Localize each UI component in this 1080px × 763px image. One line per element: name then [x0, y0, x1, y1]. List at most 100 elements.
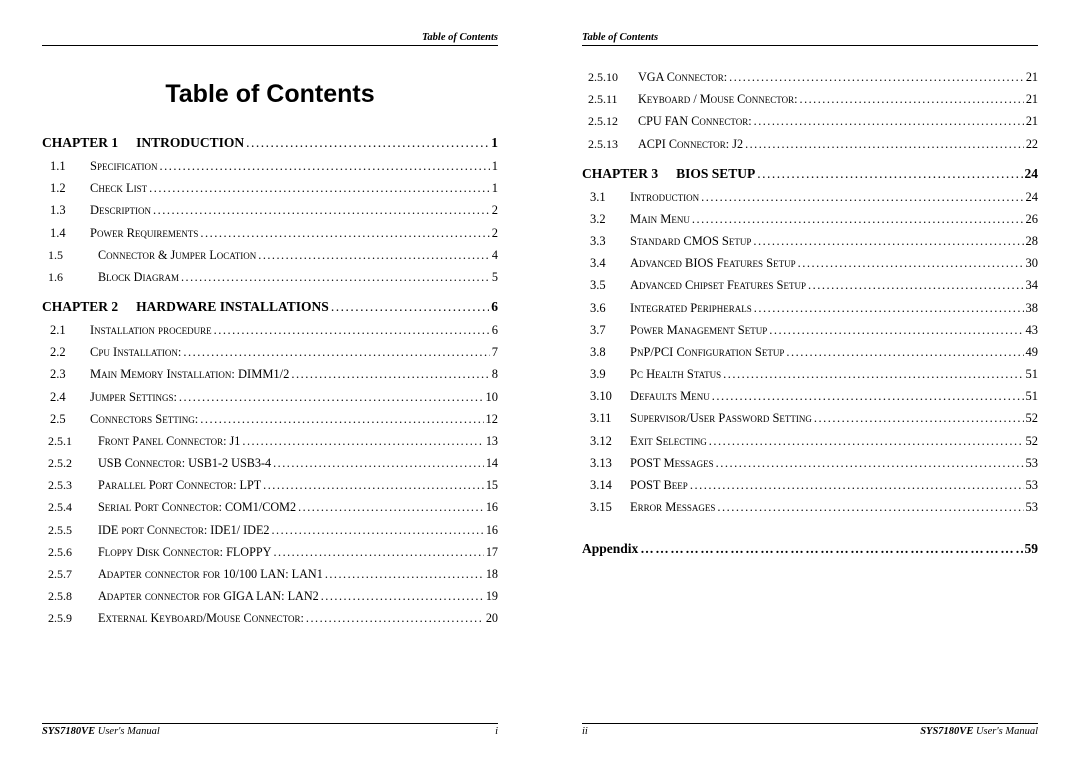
toc-entry-title: Parallel Port Connector: LPT [98, 478, 261, 493]
toc-entry-page: 34 [1026, 278, 1039, 293]
chapter-label: CHAPTER 2 [42, 299, 118, 315]
toc-entry-number: 3.2 [582, 212, 630, 227]
appendix-page: 59 [1025, 541, 1039, 557]
toc-entry: 3.14POST Beep...........................… [582, 478, 1038, 493]
toc-entry-page: 18 [486, 567, 498, 582]
toc-entry-title: Power Requirements [90, 226, 198, 241]
toc-entry-title: External Keyboard/Mouse Connector: [98, 611, 304, 626]
toc-entry: 3.3Standard CMOS Setup..................… [582, 234, 1038, 249]
dot-leader: ........................................… [273, 545, 483, 560]
toc-entry-number: 1.5 [42, 248, 98, 263]
footer-manual-right: SYS7180VE User's Manual [920, 726, 1038, 737]
toc-entry-number: 3.11 [582, 411, 630, 426]
toc-entry-title: Advanced Chipset Features Setup [630, 278, 806, 293]
footer-left: SYS7180VE User's Manual i [42, 723, 498, 737]
toc-entry-page: 21 [1026, 92, 1038, 107]
toc-entry-page: 14 [486, 456, 498, 471]
toc-entry: 3.4Advanced BIOS Features Setup.........… [582, 256, 1038, 271]
toc-entry-title: Jumper Settings: [90, 390, 177, 405]
chapter-heading: CHAPTER 1INTRODUCTION ..................… [42, 135, 498, 151]
toc-entry: 3.11Supervisor/User Password Setting....… [582, 411, 1038, 426]
toc-entry: 1.5Connector & Jumper Location..........… [42, 248, 498, 263]
dot-leader: ........................................… [258, 248, 490, 263]
toc-entry-title: Error Messages [630, 500, 715, 515]
header-left: Table of Contents [42, 32, 498, 46]
dot-leader: ........................................… [325, 567, 484, 582]
toc-entry-page: 6 [492, 323, 498, 338]
dot-leader: ........................................… [808, 278, 1024, 293]
toc-entry: 1.4Power Requirements...................… [42, 226, 498, 241]
toc-entry-title: PnP/PCI Configuration Setup [630, 345, 784, 360]
content-right: 2.5.10VGA Connector:....................… [582, 62, 1038, 735]
toc-entry-number: 3.14 [582, 478, 630, 493]
dot-leader: ........................................… [716, 456, 1024, 471]
toc-entry: 3.7Power Management Setup...............… [582, 323, 1038, 338]
toc-entry-page: 52 [1026, 434, 1039, 449]
toc-entry-title: ACPI Connector: J2 [638, 137, 743, 152]
dot-leader: ........................................… [786, 345, 1023, 360]
toc-entry-page: 28 [1026, 234, 1039, 249]
dot-leader: ........................................… [709, 434, 1024, 449]
toc-entry-title: Pc Health Status [630, 367, 721, 382]
toc-entry-number: 1.1 [42, 159, 90, 174]
dot-leader: ........................................… [263, 478, 484, 493]
toc-entry-title: Connector & Jumper Location [98, 248, 256, 263]
dot-leader: ........................................… [272, 523, 484, 538]
toc-entry-page: 2 [492, 203, 498, 218]
toc-entry: 3.13POST Messages.......................… [582, 456, 1038, 471]
page-left: Table of Contents Table of Contents CHAP… [0, 0, 540, 763]
toc-entry-number: 2.5.2 [42, 456, 98, 471]
dot-leader: ........................................… [729, 70, 1024, 85]
toc-entry-number: 3.10 [582, 389, 630, 404]
toc-entry-title: Supervisor/User Password Setting [630, 411, 812, 426]
toc-entry-title: Installation procedure [90, 323, 212, 338]
appendix-line: Appendix …………………………………………………………………………………… [582, 541, 1038, 557]
toc-entry-title: Standard CMOS Setup [630, 234, 751, 249]
toc-entry-page: 15 [486, 478, 498, 493]
toc-entry-title: Exit Selecting [630, 434, 707, 449]
toc-entry-title: VGA Connector: [638, 70, 727, 85]
toc-entry-title: Connectors Setting: [90, 412, 198, 427]
toc-entry: 2.5.1Front Panel Connector: J1..........… [42, 434, 498, 449]
right-chapter-list: CHAPTER 3BIOS SETUP ....................… [582, 166, 1038, 516]
toc-entry: 3.5Advanced Chipset Features Setup......… [582, 278, 1038, 293]
footer-manual-left: SYS7180VE User's Manual [42, 726, 160, 737]
toc-entry-number: 2.5.7 [42, 567, 98, 582]
toc-entry-number: 3.6 [582, 301, 630, 316]
toc-entry-number: 1.6 [42, 270, 98, 285]
toc-entry-number: 2.5.11 [582, 92, 638, 107]
dot-leader: ........................................… [242, 434, 483, 449]
toc-entry-page: 53 [1026, 500, 1039, 515]
toc-entry-title: Check List [90, 181, 147, 196]
chapter-page: 1 [491, 135, 498, 151]
toc-entry-page: 38 [1026, 301, 1039, 316]
chapter-label: CHAPTER 3 [582, 166, 658, 182]
dot-leader: ........................................… [701, 190, 1023, 205]
toc-entry-page: 8 [492, 367, 498, 382]
toc-entry-page: 24 [1026, 190, 1039, 205]
toc-entry: 2.5.5IDE port Connector: IDE1/ IDE2.....… [42, 523, 498, 538]
toc-entry-page: 4 [492, 248, 498, 263]
toc-entry-number: 2.5 [42, 412, 90, 427]
dot-leader: ........................................… [200, 226, 489, 241]
toc-entry: 2.3Main Memory Installation: DIMM1/2....… [42, 367, 498, 382]
toc-entry-number: 3.3 [582, 234, 630, 249]
chapter-title: INTRODUCTION [136, 135, 244, 151]
toc-entry-title: Adapter connector for GIGA LAN: LAN2 [98, 589, 319, 604]
toc-entry-number: 2.5.5 [42, 523, 98, 538]
dot-leader: ........................................… [692, 212, 1024, 227]
toc-entry-title: Main Memory Installation: DIMM1/2 [90, 367, 289, 382]
dot-leader: ........................................… [306, 611, 484, 626]
header-right: Table of Contents [582, 32, 1038, 46]
toc-entry-number: 3.9 [582, 367, 630, 382]
left-chapter-list: CHAPTER 1INTRODUCTION ..................… [42, 135, 498, 626]
toc-entry: 2.5.11Keyboard / Mouse Connector:.......… [582, 92, 1038, 107]
toc-entry-page: 13 [486, 434, 498, 449]
toc-entry: 2.5.4Serial Port Connector: COM1/COM2...… [42, 500, 498, 515]
toc-entry-page: 20 [486, 611, 498, 626]
toc-entry: 3.15Error Messages......................… [582, 500, 1038, 515]
dot-leader: ........................................… [757, 166, 1022, 182]
toc-entry: 2.5.6Floppy Disk Connector: FLOPPY......… [42, 545, 498, 560]
toc-entry-page: 51 [1026, 367, 1039, 382]
toc-entry: 2.1Installation procedure...............… [42, 323, 498, 338]
